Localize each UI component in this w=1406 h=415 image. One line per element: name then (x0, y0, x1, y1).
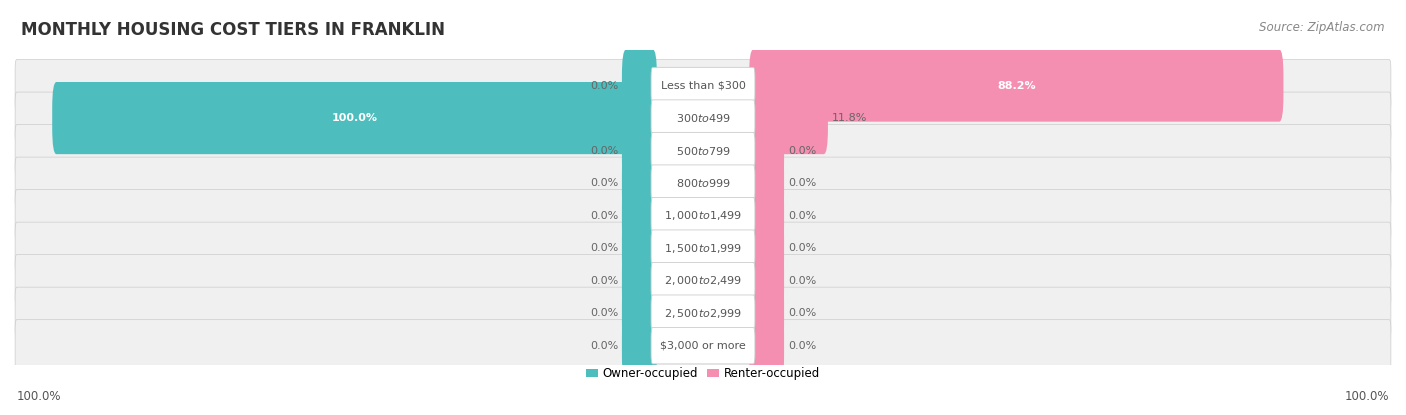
FancyBboxPatch shape (15, 320, 1391, 372)
FancyBboxPatch shape (651, 165, 755, 201)
FancyBboxPatch shape (621, 310, 657, 382)
Legend: Owner-occupied, Renter-occupied: Owner-occupied, Renter-occupied (581, 362, 825, 385)
FancyBboxPatch shape (749, 180, 785, 252)
Text: 0.0%: 0.0% (787, 146, 815, 156)
Text: $2,500 to $2,999: $2,500 to $2,999 (664, 307, 742, 320)
Text: 0.0%: 0.0% (787, 276, 815, 286)
FancyBboxPatch shape (651, 100, 755, 136)
Text: 0.0%: 0.0% (787, 243, 815, 253)
Text: 0.0%: 0.0% (591, 81, 619, 90)
Text: 0.0%: 0.0% (591, 146, 619, 156)
Text: 0.0%: 0.0% (787, 308, 815, 318)
FancyBboxPatch shape (651, 295, 755, 332)
Text: 0.0%: 0.0% (787, 178, 815, 188)
Text: $1,000 to $1,499: $1,000 to $1,499 (664, 209, 742, 222)
FancyBboxPatch shape (749, 147, 785, 219)
FancyBboxPatch shape (621, 115, 657, 187)
FancyBboxPatch shape (621, 49, 657, 122)
Text: 100.0%: 100.0% (17, 390, 62, 403)
FancyBboxPatch shape (621, 180, 657, 252)
FancyBboxPatch shape (15, 190, 1391, 242)
Text: MONTHLY HOUSING COST TIERS IN FRANKLIN: MONTHLY HOUSING COST TIERS IN FRANKLIN (21, 21, 446, 39)
FancyBboxPatch shape (621, 277, 657, 349)
Text: 0.0%: 0.0% (591, 243, 619, 253)
Text: 0.0%: 0.0% (787, 341, 815, 351)
FancyBboxPatch shape (749, 310, 785, 382)
FancyBboxPatch shape (621, 244, 657, 317)
Text: $800 to $999: $800 to $999 (675, 177, 731, 189)
Text: Source: ZipAtlas.com: Source: ZipAtlas.com (1260, 21, 1385, 34)
FancyBboxPatch shape (15, 222, 1391, 274)
Text: 100.0%: 100.0% (332, 113, 378, 123)
Text: 0.0%: 0.0% (591, 211, 619, 221)
FancyBboxPatch shape (651, 327, 755, 364)
FancyBboxPatch shape (651, 230, 755, 266)
Text: 0.0%: 0.0% (787, 211, 815, 221)
FancyBboxPatch shape (749, 49, 1284, 122)
Text: 11.8%: 11.8% (831, 113, 868, 123)
Text: 88.2%: 88.2% (997, 81, 1036, 90)
FancyBboxPatch shape (651, 262, 755, 299)
FancyBboxPatch shape (651, 67, 755, 104)
Text: $500 to $799: $500 to $799 (675, 144, 731, 156)
FancyBboxPatch shape (749, 277, 785, 349)
FancyBboxPatch shape (52, 82, 657, 154)
Text: $300 to $499: $300 to $499 (675, 112, 731, 124)
Text: 100.0%: 100.0% (1344, 390, 1389, 403)
FancyBboxPatch shape (15, 60, 1391, 112)
Text: 0.0%: 0.0% (591, 308, 619, 318)
FancyBboxPatch shape (749, 212, 785, 284)
FancyBboxPatch shape (15, 92, 1391, 144)
Text: Less than $300: Less than $300 (661, 81, 745, 90)
FancyBboxPatch shape (621, 212, 657, 284)
FancyBboxPatch shape (651, 198, 755, 234)
FancyBboxPatch shape (15, 255, 1391, 307)
FancyBboxPatch shape (749, 82, 828, 154)
FancyBboxPatch shape (15, 124, 1391, 177)
Text: $2,000 to $2,499: $2,000 to $2,499 (664, 274, 742, 287)
FancyBboxPatch shape (621, 147, 657, 219)
Text: 0.0%: 0.0% (591, 276, 619, 286)
FancyBboxPatch shape (15, 287, 1391, 339)
FancyBboxPatch shape (749, 115, 785, 187)
Text: 0.0%: 0.0% (591, 341, 619, 351)
Text: $3,000 or more: $3,000 or more (661, 341, 745, 351)
FancyBboxPatch shape (651, 132, 755, 169)
Text: 0.0%: 0.0% (591, 178, 619, 188)
Text: $1,500 to $1,999: $1,500 to $1,999 (664, 242, 742, 255)
FancyBboxPatch shape (749, 244, 785, 317)
FancyBboxPatch shape (15, 157, 1391, 209)
